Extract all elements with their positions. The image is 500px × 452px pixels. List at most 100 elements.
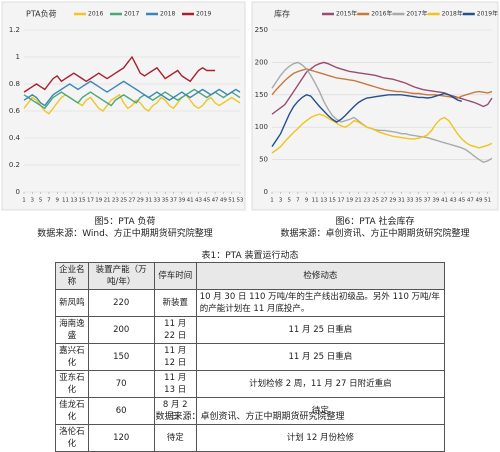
table-cell: 70 [87,370,155,398]
y-tick-label: 0 [264,188,268,196]
x-tick-label: 9 [305,198,309,204]
x-tick-label: 37 [424,198,431,204]
y-tick-label: 100 [255,123,268,131]
legend-label: 2018 [160,11,175,18]
table: 企业名称 装置产能（万吨/年） 停车时间 检修动态 新凤鸣 220 新装置 10 月 30 日… [55,262,446,452]
legend-label: 2019年 [477,10,498,18]
table-cell: 新凤鸣 [55,289,89,317]
table-cell: 200 [87,316,155,344]
y-tick-label: 0.6 [9,107,21,115]
x-tick-label: 33 [407,198,414,204]
table-cell: 10 月 30 日 110 万吨/年的生产线出初级品。另外 110 万吨/年的产… [195,289,446,317]
table-row: 嘉兴石化 150 11 月 12 日 11 月 25 日重启 [55,343,446,371]
x-tick-label: 31 [398,198,405,204]
legend-label: 2016 [88,11,103,18]
x-tick-label: 5 [288,198,292,204]
y-tick-label: 0.8 [9,80,20,88]
legend-label: 2016年 [371,10,392,18]
x-tick-label: 15 [79,198,86,204]
y-tick-label: 50 [259,156,268,164]
header-cell: 停车时间 [153,262,197,290]
series-line [23,55,216,93]
table-row: 洛伦石化 120 待定 计划 12 月份检修 [55,424,446,452]
x-tick-label: 21 [104,198,111,204]
legend-label: 2018年 [442,10,463,18]
x-tick-label: 23 [112,198,119,204]
table-cell: 佳龙石化 [55,397,89,425]
table-cell: 嘉兴石化 [55,343,89,371]
table-cell: 计划 12 月份检修 [195,424,446,452]
x-tick-label: 37 [170,198,177,204]
chart-title: 库存 [274,9,290,19]
x-tick-label: 23 [363,198,370,204]
header-cell: 检修动态 [195,262,446,290]
table-title: 表1：PTA 装置运行动态 [201,251,299,261]
x-tick-label: 47 [212,198,219,204]
y-tick-label: 200 [255,58,268,66]
x-tick-label: 49 [220,198,227,204]
y-tick-label: 0.4 [9,134,21,142]
table-cell: 洛伦石化 [55,424,89,452]
legend-label: 2019 [196,11,211,18]
table-row: 海南逸盛 200 11 月 22 日 11 月 25 日重启 [55,316,446,344]
x-tick-label: 35 [162,198,169,204]
series-line [23,93,241,115]
x-tick-label: 17 [338,198,345,204]
table-cell: 150 [87,343,155,371]
y-tick-label: 1 [16,53,20,61]
series-line [271,61,493,115]
table-cell: 11 月 25 日重启 [195,343,446,371]
x-tick-label: 43 [195,198,202,204]
chart-title: PTA负荷 [26,9,57,19]
x-tick-label: 7 [296,198,300,204]
chart-frame [1,1,246,211]
y-tick-label: 150 [255,91,268,99]
x-tick-label: 45 [203,198,210,204]
x-tick-label: 33 [153,198,160,204]
table-header-row: 企业名称 装置产能（万吨/年） 停车时间 检修动态 [55,262,446,290]
x-tick-label: 15 [329,198,336,204]
source-note: 数据来源：Wind、方正中期期货研究院整理 [37,229,213,239]
x-tick-label: 7 [47,198,51,204]
table-cell: 亚东石化 [55,370,89,398]
y-tick-label: 0 [16,188,20,196]
x-tick-label: 53 [237,198,244,204]
series-line [271,92,463,147]
x-tick-label: 29 [389,198,396,204]
table-cell: 待定 [153,424,197,452]
x-tick-label: 17 [87,198,94,204]
source-note: 数据来源：卓创资讯、方正中期期货研究院整理 [155,412,345,422]
x-tick-label: 13 [320,198,327,204]
x-tick-label: 41 [187,198,194,204]
x-tick-label: 1 [22,198,26,204]
table-cell: 11 月 25 日重启 [195,316,446,344]
x-tick-label: 13 [70,198,77,204]
table-row: 亚东石化 70 11 月 13 日计划检修 2 周，11 月 27 日附近重启 [55,370,446,398]
x-tick-label: 39 [432,198,439,204]
series-line [271,68,493,99]
x-tick-label: 29 [137,198,144,204]
chart-frame [251,1,499,211]
x-tick-label: 19 [346,198,353,204]
table-cell: 11 月 22 日 [153,316,197,344]
x-tick-label: 3 [279,198,283,204]
table-cell: 120 [87,424,155,452]
legend-label: 2017 [124,11,139,18]
x-tick-label: 5 [39,198,43,204]
header-cell: 装置产能（万吨/年） [87,262,155,290]
x-tick-label: 21 [355,198,362,204]
x-tick-label: 27 [381,198,388,204]
y-tick-label: 0.2 [9,161,20,169]
table-row: 新凤鸣 220 新装置 10 月 30 日 110 万吨/年的生产线出初级品。另外 1… [55,289,446,317]
table-row: 佳龙石化 60 8 月 2 日待定 [55,397,446,425]
x-tick-label: 35 [415,198,422,204]
x-tick-label: 3 [31,198,35,204]
x-tick-label: 43 [450,198,457,204]
x-tick-label: 39 [178,198,185,204]
legend-label: 2017年 [406,10,427,18]
source-note: 数据来源：卓创资讯、方正中期期货研究院整理 [280,229,470,239]
figure-caption: 图6：PTA 社会库存 [335,217,415,227]
series-line [271,113,493,154]
